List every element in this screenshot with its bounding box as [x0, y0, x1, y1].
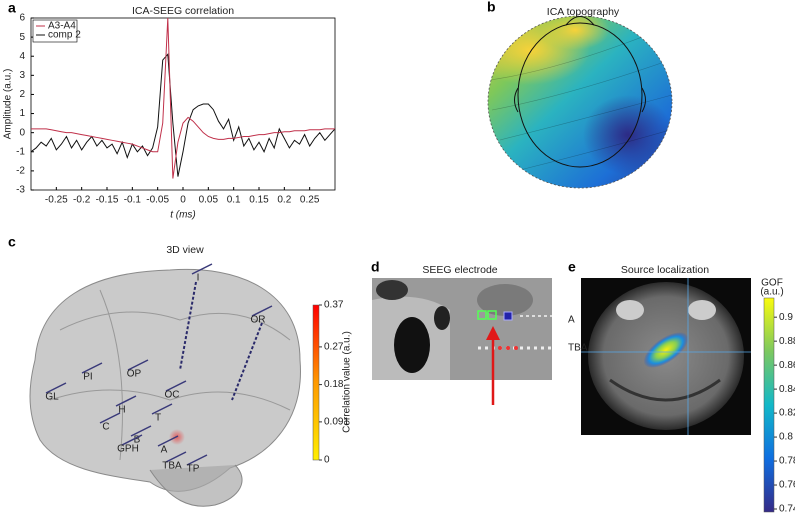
electrode-shaft — [130, 425, 152, 437]
y-axis-label: Amplitude (a.u.) — [3, 69, 14, 140]
annotation: TBA — [568, 343, 588, 354]
electrode-label: C — [102, 422, 109, 433]
y-tick-label: -2 — [16, 166, 25, 177]
y-tick-label: -3 — [16, 185, 25, 196]
colorbar-tick-label: 0.091 — [324, 417, 349, 428]
x-axis-label: t (ms) — [170, 210, 196, 221]
electrode-label: B — [134, 435, 141, 446]
electrode-shaft — [251, 305, 273, 317]
y-tick-label: 2 — [19, 89, 25, 100]
colorbar-tick-label: 0.27 — [324, 342, 344, 353]
colorbar-tick-label: 0.9 — [779, 312, 793, 323]
colorbar-tick-label: 0 — [324, 455, 330, 466]
panel-label: d — [371, 259, 380, 275]
colorbar-label: Correlation value (a.u.) — [342, 331, 353, 433]
series-line — [30, 53, 336, 177]
brain-render — [29, 268, 301, 507]
plot-frame — [30, 17, 336, 191]
electrode-shaft — [186, 454, 208, 466]
colorbar-tick-label: 0.74 — [779, 504, 795, 515]
annotation: A — [568, 315, 575, 326]
colorbar-tick-label: 0.88 — [779, 336, 795, 347]
electrode-shaft — [81, 362, 103, 374]
electrode-shaft — [121, 434, 143, 446]
electrode-shaft — [165, 451, 187, 463]
colorbar-label: GOF — [761, 278, 783, 289]
x-tick-label: 0 — [180, 195, 186, 206]
y-tick-label: 0 — [19, 127, 25, 138]
panel-label: e — [568, 259, 576, 275]
electrode-label: T — [155, 413, 161, 424]
colorbar-tick-label: 0.78 — [779, 456, 795, 467]
panel-label: a — [8, 0, 16, 16]
x-tick-label: -0.15 — [96, 195, 119, 206]
panel-label: b — [487, 0, 496, 15]
colorbar-label: (a.u.) — [760, 287, 783, 298]
x-tick-label: 0.15 — [249, 195, 269, 206]
panel-title: 3D view — [166, 244, 204, 256]
panel-title: Source localization — [621, 264, 709, 276]
colorbar — [763, 297, 775, 513]
electrode-label: TBA — [162, 461, 182, 472]
colorbar-tick-label: 0.37 — [324, 300, 344, 311]
electrode-shaft — [45, 382, 67, 394]
electrode-label: PI — [83, 372, 92, 383]
y-tick-label: 3 — [19, 70, 25, 81]
colorbar-tick-label: 0.18 — [324, 379, 344, 390]
y-tick-label: 4 — [19, 51, 25, 62]
electrode-label: OP — [127, 369, 142, 380]
y-tick-label: 6 — [19, 13, 25, 24]
colorbar-tick-label: 0.8 — [779, 432, 793, 443]
topography — [487, 15, 673, 189]
colorbar — [312, 304, 320, 461]
electrode-label: H — [118, 405, 125, 416]
x-tick-label: 0.2 — [277, 195, 291, 206]
colorbar-tick-label: 0.82 — [779, 408, 795, 419]
chart-title: ICA-SEEG correlation — [132, 5, 234, 17]
legend-label: A3-A4 — [48, 21, 76, 32]
electrode-label: I — [197, 273, 200, 284]
x-tick-label: 0.05 — [199, 195, 219, 206]
electrode-label: OC — [165, 390, 180, 401]
y-tick-label: 1 — [19, 108, 25, 119]
electrode-shaft — [165, 380, 187, 392]
x-tick-label: -0.05 — [146, 195, 169, 206]
series-line — [31, 17, 335, 179]
x-tick-label: -0.2 — [73, 195, 91, 206]
x-tick-label: -0.25 — [45, 195, 68, 206]
x-tick-label: 0.1 — [227, 195, 241, 206]
electrode-shaft — [115, 395, 137, 407]
electrode-shaft — [99, 412, 121, 424]
electrode-label: GPH — [117, 444, 139, 455]
electrode-label: OR — [251, 315, 266, 326]
colorbar-tick-label: 0.76 — [779, 480, 795, 491]
colorbar-tick-label: 0.86 — [779, 360, 795, 371]
legend-label: comp 2 — [48, 30, 81, 41]
electrode-label: TP — [187, 464, 200, 475]
panel-label: c — [8, 234, 16, 250]
electrode-shaft — [191, 263, 213, 275]
electrode-label: A — [161, 445, 168, 456]
electrode-label: GL — [45, 392, 59, 403]
seeg-image — [372, 278, 552, 405]
panel-title: SEEG electrode — [422, 264, 497, 276]
electrode-shaft — [127, 359, 149, 371]
y-tick-label: 5 — [19, 32, 25, 43]
x-tick-label: -0.1 — [124, 195, 142, 206]
colorbar-tick-label: 0.84 — [779, 384, 795, 395]
source-image — [581, 278, 751, 435]
electrode-shaft — [157, 435, 179, 447]
electrode-shaft — [151, 403, 173, 415]
panel-title: ICA topography — [547, 6, 620, 18]
x-tick-label: 0.25 — [300, 195, 320, 206]
y-tick-label: -1 — [16, 146, 25, 157]
